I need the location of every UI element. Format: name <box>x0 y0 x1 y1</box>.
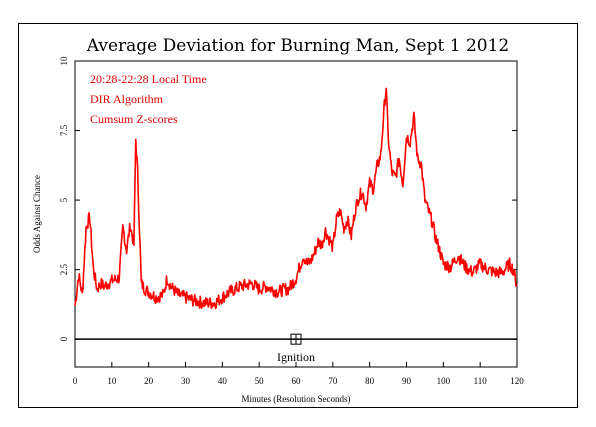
y-tick-label-2: 5 <box>59 197 69 202</box>
y-tick-label-0: 0 <box>59 336 69 341</box>
y-tick-label-3: 7.5 <box>59 124 69 136</box>
x-axis-label: Minutes (Resolution Seconds) <box>242 394 351 404</box>
x-tick-label-5: 50 <box>255 376 265 386</box>
y-tick-label-1: 2.5 <box>59 264 69 276</box>
x-tick-label-12: 120 <box>510 376 524 386</box>
x-axis-ticks: 0 10 20 30 40 50 60 70 80 90 100 110 120 <box>73 362 524 386</box>
x-tick-label-11: 110 <box>474 376 488 386</box>
chart-title: Average Deviation for Burning Man, Sept … <box>86 36 509 56</box>
annotation-algorithm: DIR Algorithm <box>90 92 164 106</box>
x-tick-label-0: 0 <box>73 376 78 386</box>
y-axis-label: Odds Against Chance <box>32 175 42 253</box>
x-tick-label-2: 20 <box>144 376 154 386</box>
ignition-label: Ignition <box>277 350 315 364</box>
annotation-local-time: 20:28-22:28 Local Time <box>90 72 207 86</box>
x-tick-label-8: 80 <box>365 376 375 386</box>
annotation-cumsum: Cumsum Z-scores <box>90 112 178 126</box>
ignition-marker <box>290 333 302 345</box>
x-tick-label-9: 90 <box>402 376 412 386</box>
x-tick-label-1: 10 <box>107 376 117 386</box>
x-tick-label-3: 30 <box>181 376 191 386</box>
x-tick-label-10: 100 <box>437 376 451 386</box>
x-tick-label-4: 40 <box>218 376 228 386</box>
plot-area <box>74 60 518 368</box>
x-tick-label-7: 70 <box>328 376 338 386</box>
x-tick-label-6: 60 <box>292 376 302 386</box>
y-tick-label-4: 10 <box>59 56 69 66</box>
series-line <box>74 87 518 310</box>
